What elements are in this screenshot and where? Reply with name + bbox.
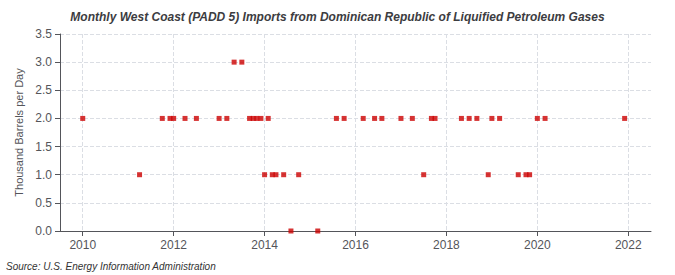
svg-text:2.0: 2.0	[35, 111, 52, 125]
svg-text:2016: 2016	[342, 238, 369, 252]
svg-text:1.0: 1.0	[35, 168, 52, 182]
svg-text:3.5: 3.5	[35, 27, 52, 41]
svg-text:2012: 2012	[160, 238, 187, 252]
svg-text:2.5: 2.5	[35, 83, 52, 97]
svg-text:0.5: 0.5	[35, 196, 52, 210]
svg-text:3.0: 3.0	[35, 55, 52, 69]
svg-text:2022: 2022	[615, 238, 642, 252]
svg-text:1.5: 1.5	[35, 140, 52, 154]
svg-text:Thousand Barrels per Day: Thousand Barrels per Day	[13, 68, 25, 197]
svg-text:2018: 2018	[433, 238, 460, 252]
svg-text:Monthly West Coast (PADD 5) Im: Monthly West Coast (PADD 5) Imports from…	[70, 10, 605, 24]
svg-text:2020: 2020	[524, 238, 551, 252]
svg-text:2010: 2010	[69, 238, 96, 252]
svg-text:Source: U.S. Energy Informatio: Source: U.S. Energy Information Administ…	[6, 261, 216, 272]
svg-text:0.0: 0.0	[35, 224, 52, 238]
svg-text:2014: 2014	[251, 238, 278, 252]
